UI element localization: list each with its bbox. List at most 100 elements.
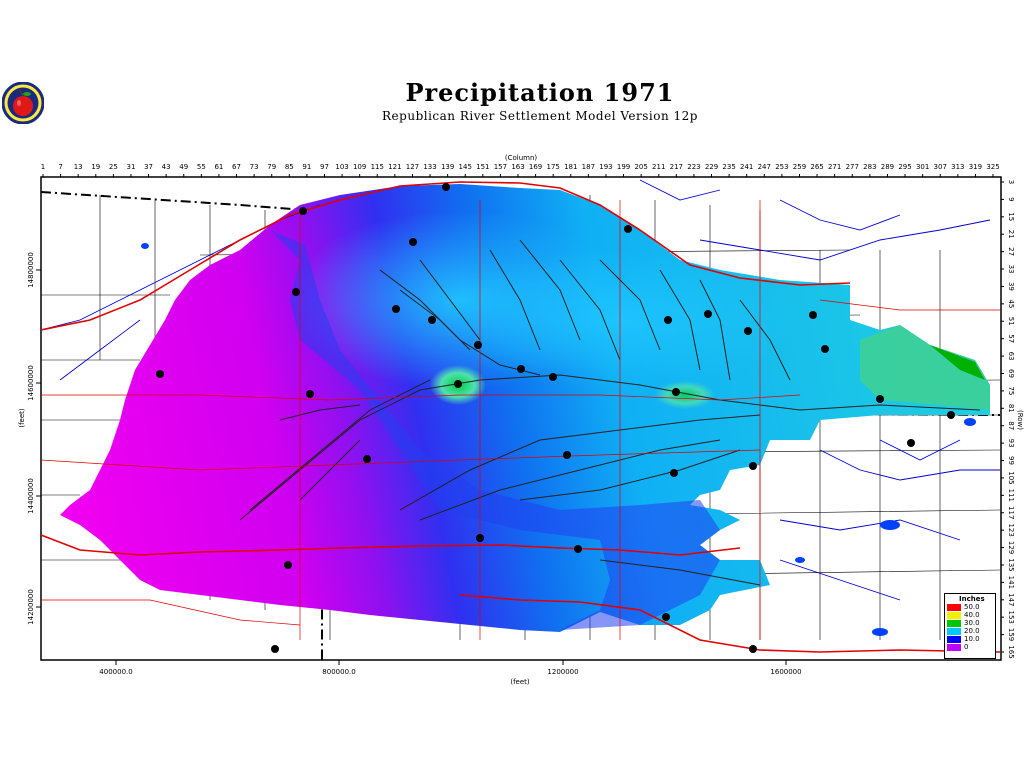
column-tick-label: 55 (197, 163, 206, 171)
row-tick-label: 129 (1007, 541, 1015, 554)
column-tick-label: 259 (793, 163, 806, 171)
column-tick-label: 61 (214, 163, 223, 171)
column-tick-label: 217 (670, 163, 683, 171)
column-tick-label: 277 (846, 163, 859, 171)
column-tick-label: 145 (459, 163, 472, 171)
legend-item: 50.0 (945, 603, 995, 611)
legend-items: 50.0 40.0 30.0 20.0 10.0 0 (945, 603, 995, 651)
row-tick-label: 27 (1007, 247, 1015, 256)
column-tick-label: 241 (740, 163, 753, 171)
row-tick-label: 57 (1007, 334, 1015, 343)
row-tick-label: 141 (1007, 576, 1015, 589)
row-tick-label: 111 (1007, 489, 1015, 502)
column-tick-label: 187 (582, 163, 595, 171)
x-feet-tick-label: 1600000 (770, 668, 801, 676)
row-tick-label: 105 (1007, 471, 1015, 484)
column-tick-label: 109 (353, 163, 366, 171)
row-tick-label: 39 (1007, 282, 1015, 291)
row-tick-label: 3 (1007, 180, 1015, 184)
row-tick-label: 51 (1007, 317, 1015, 326)
column-tick-label: 121 (388, 163, 401, 171)
column-tick-label: 1 (41, 163, 45, 171)
column-tick-label: 211 (652, 163, 665, 171)
column-tick-label: 97 (320, 163, 329, 171)
column-tick-label: 199 (617, 163, 630, 171)
row-tick-label: 159 (1007, 628, 1015, 641)
column-tick-label: 325 (986, 163, 999, 171)
legend-label: 30.0 (964, 619, 980, 627)
row-tick-label: 93 (1007, 439, 1015, 448)
legend-swatch (947, 611, 961, 619)
column-tick-label: 271 (828, 163, 841, 171)
legend-swatch (947, 627, 961, 635)
legend-item: 20.0 (945, 627, 995, 635)
weather-stations (156, 183, 955, 653)
x-feet-tick-label: 1200000 (547, 668, 578, 676)
column-tick-label: 253 (775, 163, 788, 171)
y-feet-tick-label: 14800000 (27, 252, 35, 288)
row-tick-label: 87 (1007, 421, 1015, 430)
legend-item: 30.0 (945, 619, 995, 627)
column-tick-label: 25 (109, 163, 118, 171)
apple-logo-icon (2, 82, 44, 124)
x-feet-axis-label: (feet) (510, 678, 530, 686)
column-ticks: 1 7 13 19 25 31 37 43 49 55 61 67 73 79 85 91 97 103 109 11… (41, 163, 1000, 177)
column-axis-label: (Column) (505, 154, 538, 162)
column-tick-label: 37 (144, 163, 153, 171)
row-tick-label: 69 (1007, 369, 1015, 378)
x-feet-tick-label: 400000.0 (99, 668, 132, 676)
column-tick-label: 139 (441, 163, 454, 171)
column-tick-label: 103 (335, 163, 348, 171)
legend-swatch (947, 643, 961, 651)
row-tick-label: 99 (1007, 456, 1015, 465)
column-tick-label: 283 (863, 163, 876, 171)
stream-network (239, 239, 981, 586)
legend-item: 40.0 (945, 611, 995, 619)
column-tick-label: 7 (58, 163, 62, 171)
column-tick-label: 307 (934, 163, 947, 171)
column-tick-label: 175 (546, 163, 559, 171)
row-tick-label: 81 (1007, 404, 1015, 413)
page-subtitle: Republican River Settlement Model Versio… (382, 109, 698, 123)
row-tick-label: 15 (1007, 212, 1015, 221)
row-tick-label: 63 (1007, 352, 1015, 361)
row-tick-label: 45 (1007, 299, 1015, 308)
y-feet-ticks: 14800000 14600000 14400000 14200000 (27, 252, 41, 625)
column-tick-label: 43 (162, 163, 171, 171)
column-tick-label: 19 (91, 163, 100, 171)
legend-swatch (947, 635, 961, 643)
column-tick-label: 229 (705, 163, 718, 171)
row-tick-label: 147 (1007, 593, 1015, 606)
column-tick-label: 235 (722, 163, 735, 171)
row-tick-label: 153 (1007, 610, 1015, 623)
row-tick-label: 165 (1007, 645, 1015, 658)
legend-label: 50.0 (964, 603, 980, 611)
row-tick-label: 135 (1007, 558, 1015, 571)
column-tick-label: 169 (529, 163, 542, 171)
x-feet-ticks: 400000.0 800000.0 1200000 1600000 (99, 660, 802, 676)
row-tick-label: 9 (1007, 197, 1015, 201)
column-tick-label: 301 (916, 163, 929, 171)
column-tick-label: 79 (267, 163, 276, 171)
row-tick-label: 75 (1007, 386, 1015, 395)
column-tick-label: 205 (634, 163, 647, 171)
row-axis-label: (Row) (1016, 410, 1024, 430)
column-tick-label: 67 (232, 163, 241, 171)
legend-item: 10.0 (945, 635, 995, 643)
column-tick-label: 13 (74, 163, 83, 171)
roads (41, 181, 1001, 653)
column-tick-label: 133 (423, 163, 436, 171)
lakes (141, 243, 976, 636)
column-tick-label: 265 (810, 163, 823, 171)
column-tick-label: 157 (494, 163, 507, 171)
row-tick-label: 123 (1007, 523, 1015, 536)
y-feet-axis-label: (feet) (18, 408, 26, 428)
column-tick-label: 49 (179, 163, 188, 171)
y-feet-tick-label: 14200000 (27, 589, 35, 625)
legend-label: 10.0 (964, 635, 980, 643)
column-tick-label: 193 (599, 163, 612, 171)
row-tick-label: 21 (1007, 230, 1015, 239)
column-tick-label: 295 (898, 163, 911, 171)
